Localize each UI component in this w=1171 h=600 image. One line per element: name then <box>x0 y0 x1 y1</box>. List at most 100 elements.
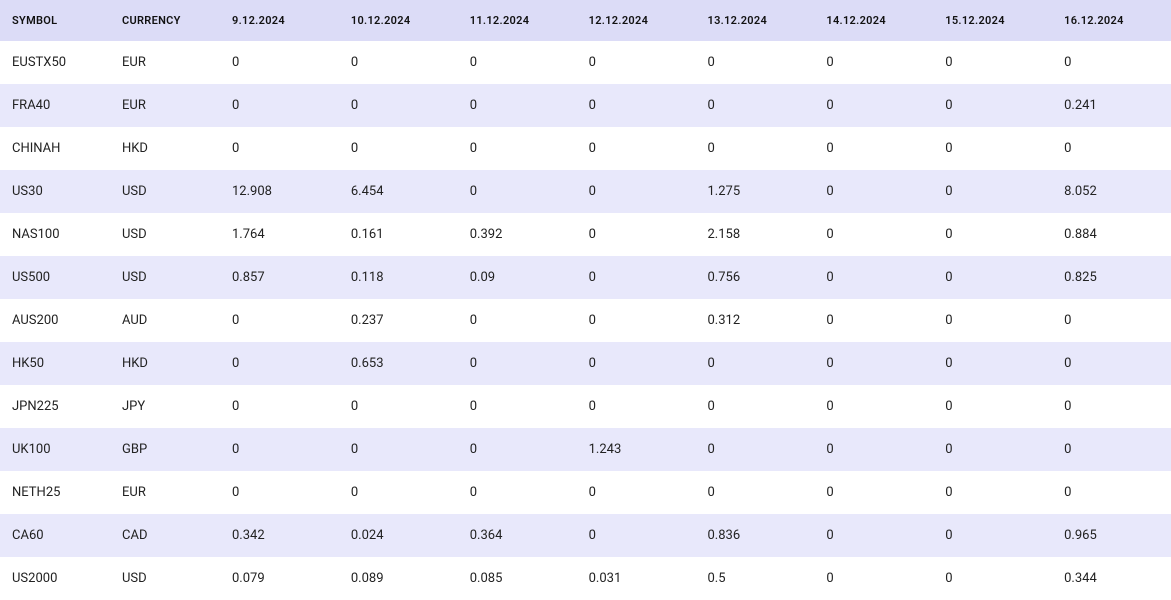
table-row: CA60CAD0.3420.0240.36400.836000.965 <box>0 514 1171 557</box>
cell-value: 0 <box>458 299 577 342</box>
table-body: EUSTX50EUR00000000FRA40EUR00000000.241CH… <box>0 41 1171 600</box>
cell-value: 0 <box>577 471 696 514</box>
cell-symbol: US30 <box>0 170 110 213</box>
cell-symbol: NETH25 <box>0 471 110 514</box>
cell-value: 0 <box>1052 428 1171 471</box>
cell-value: 0.118 <box>339 256 458 299</box>
cell-value: 0 <box>1052 299 1171 342</box>
cell-value: 0 <box>814 213 933 256</box>
cell-symbol: AUS200 <box>0 299 110 342</box>
cell-symbol: CA60 <box>0 514 110 557</box>
cell-value: 0 <box>933 41 1052 84</box>
cell-value: 0 <box>933 127 1052 170</box>
cell-value: 0 <box>696 41 815 84</box>
cell-value: 0.089 <box>339 557 458 600</box>
table-row: US30USD12.9086.454001.275008.052 <box>0 170 1171 213</box>
cell-value: 0 <box>458 84 577 127</box>
cell-currency: EUR <box>110 84 220 127</box>
table-row: FRA40EUR00000000.241 <box>0 84 1171 127</box>
table-header: SYMBOL CURRENCY 9.12.2024 10.12.2024 11.… <box>0 0 1171 41</box>
cell-currency: HKD <box>110 342 220 385</box>
cell-value: 0 <box>696 385 815 428</box>
cell-value: 0 <box>933 299 1052 342</box>
table-row: NETH25EUR00000000 <box>0 471 1171 514</box>
cell-value: 0 <box>696 84 815 127</box>
cell-value: 0 <box>1052 342 1171 385</box>
cell-value: 0 <box>458 342 577 385</box>
cell-value: 0 <box>458 428 577 471</box>
cell-value: 0.364 <box>458 514 577 557</box>
cell-value: 0 <box>696 428 815 471</box>
cell-value: 0 <box>933 213 1052 256</box>
cell-value: 0.161 <box>339 213 458 256</box>
header-date-0: 9.12.2024 <box>220 0 339 41</box>
cell-symbol: HK50 <box>0 342 110 385</box>
cell-value: 0.965 <box>1052 514 1171 557</box>
header-date-7: 16.12.2024 <box>1052 0 1171 41</box>
cell-value: 0.241 <box>1052 84 1171 127</box>
cell-value: 0 <box>814 84 933 127</box>
cell-value: 0 <box>933 557 1052 600</box>
cell-value: 0 <box>814 514 933 557</box>
cell-value: 0.884 <box>1052 213 1171 256</box>
cell-value: 0 <box>458 385 577 428</box>
table-row: US2000USD0.0790.0890.0850.0310.5000.344 <box>0 557 1171 600</box>
cell-value: 0.392 <box>458 213 577 256</box>
table-row: JPN225JPY00000000 <box>0 385 1171 428</box>
cell-value: 0 <box>220 127 339 170</box>
rates-table-container: SYMBOL CURRENCY 9.12.2024 10.12.2024 11.… <box>0 0 1171 600</box>
cell-value: 0 <box>814 471 933 514</box>
cell-value: 0.756 <box>696 256 815 299</box>
table-row: EUSTX50EUR00000000 <box>0 41 1171 84</box>
cell-value: 0 <box>458 170 577 213</box>
cell-value: 0.344 <box>1052 557 1171 600</box>
cell-value: 1.275 <box>696 170 815 213</box>
cell-currency: USD <box>110 213 220 256</box>
header-currency: CURRENCY <box>110 0 220 41</box>
cell-value: 8.052 <box>1052 170 1171 213</box>
rates-table: SYMBOL CURRENCY 9.12.2024 10.12.2024 11.… <box>0 0 1171 600</box>
cell-value: 0 <box>339 385 458 428</box>
cell-symbol: CHINAH <box>0 127 110 170</box>
cell-value: 0 <box>933 385 1052 428</box>
cell-value: 0 <box>933 342 1052 385</box>
cell-value: 2.158 <box>696 213 815 256</box>
cell-currency: USD <box>110 256 220 299</box>
cell-value: 0 <box>814 41 933 84</box>
header-row: SYMBOL CURRENCY 9.12.2024 10.12.2024 11.… <box>0 0 1171 41</box>
cell-value: 0 <box>339 471 458 514</box>
cell-value: 0.079 <box>220 557 339 600</box>
cell-value: 0 <box>1052 127 1171 170</box>
cell-value: 0 <box>220 471 339 514</box>
cell-value: 0 <box>1052 385 1171 428</box>
cell-value: 0.085 <box>458 557 577 600</box>
cell-value: 0 <box>458 471 577 514</box>
cell-value: 0.653 <box>339 342 458 385</box>
cell-value: 0 <box>1052 41 1171 84</box>
cell-value: 0 <box>577 385 696 428</box>
cell-currency: USD <box>110 557 220 600</box>
cell-value: 12.908 <box>220 170 339 213</box>
cell-value: 0 <box>577 299 696 342</box>
cell-symbol: NAS100 <box>0 213 110 256</box>
cell-value: 0 <box>577 342 696 385</box>
cell-value: 0 <box>458 127 577 170</box>
cell-symbol: US2000 <box>0 557 110 600</box>
cell-currency: AUD <box>110 299 220 342</box>
cell-value: 0 <box>814 299 933 342</box>
cell-value: 0.5 <box>696 557 815 600</box>
cell-currency: GBP <box>110 428 220 471</box>
cell-currency: CAD <box>110 514 220 557</box>
cell-value: 0 <box>577 256 696 299</box>
cell-value: 0 <box>933 514 1052 557</box>
cell-symbol: US500 <box>0 256 110 299</box>
cell-value: 0 <box>220 342 339 385</box>
cell-symbol: EUSTX50 <box>0 41 110 84</box>
cell-value: 0 <box>696 127 815 170</box>
cell-value: 0 <box>577 41 696 84</box>
cell-currency: EUR <box>110 41 220 84</box>
cell-currency: JPY <box>110 385 220 428</box>
cell-value: 0 <box>577 84 696 127</box>
cell-value: 0 <box>1052 471 1171 514</box>
cell-value: 0 <box>220 41 339 84</box>
